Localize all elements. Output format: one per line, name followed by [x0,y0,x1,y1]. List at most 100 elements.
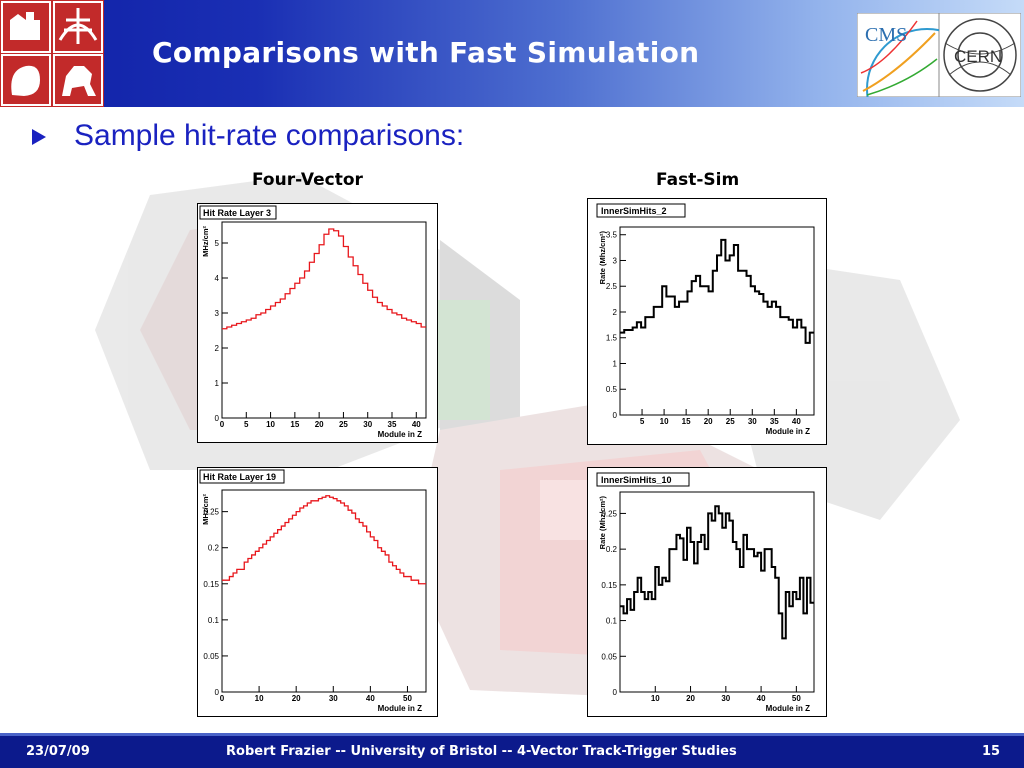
x-tick-label: 20 [292,694,301,703]
y-tick-label: 0.1 [606,617,618,626]
y-tick-label: 3 [613,256,618,265]
histogram-series-line [620,238,814,344]
y-axis-label: MHz/cm² [201,226,210,257]
y-tick-label: 1.5 [606,334,618,343]
x-axis-label: Module in Z [378,704,423,713]
y-tick-label: 0.5 [606,385,618,394]
x-tick-label: 20 [686,694,695,703]
y-tick-label: 0 [215,414,220,423]
chart-panel-innersimhits-2: InnerSimHits_2 0 0.5 1 1.5 2 2.5 3 3.5 5 10 15 20 25 3… [587,198,827,445]
y-tick-label: 2.5 [606,282,618,291]
histogram-svg: InnerSimHits_10 0 0.05 0.1 0.15 0.2 0.25 10 20 30… [596,472,815,713]
chart-panel-hit-rate-layer-3: Hit Rate Layer 3 0 1 2 3 4 5 0 5 10 15 20 25 30 35 40 Mo… [197,203,438,443]
chart-title: Hit Rate Layer 3 [203,208,271,218]
x-tick-label: 10 [660,417,669,426]
cms-logo: CMS [857,13,939,97]
x-tick-label: 30 [748,417,757,426]
x-tick-label: 25 [726,417,735,426]
chart-panel-hit-rate-layer-19: Hit Rate Layer 19 0 0.05 0.1 0.15 0.2 0.25 0 10 2… [197,467,438,717]
x-tick-label: 35 [770,417,779,426]
footer-bar: 23/07/09 Robert Frazier -- University of… [0,733,1024,768]
y-tick-label: 3 [215,309,220,318]
y-axis-label: Rate (Mhz/cm²) [598,231,607,285]
column-heading-fast-sim: Fast-Sim [656,170,740,190]
header-bar: Comparisons with Fast Simulation CMS CER… [0,0,1024,107]
y-tick-label: 0 [215,688,220,697]
cern-logo-text: CERN [954,47,1002,66]
x-tick-label: 35 [388,420,397,429]
footer-page-number: 15 [982,744,1001,759]
plot-frame [221,221,427,419]
university-crest-logo [0,0,104,107]
chart-title-box [596,472,690,487]
x-tick-label: 40 [366,694,375,703]
y-axis-label: Rate (Mhz/cm²) [598,496,607,550]
footer-text: Robert Frazier -- University of Bristol … [226,744,737,759]
y-tick-label: 4 [215,274,220,283]
cern-logo: CERN [939,13,1021,97]
x-tick-label: 5 [640,417,645,426]
slide-title: Comparisons with Fast Simulation [152,36,700,69]
y-tick-label: 0.05 [203,652,219,661]
x-tick-label: 0 [220,420,225,429]
x-tick-label: 10 [266,420,275,429]
chart-title: InnerSimHits_2 [601,206,667,216]
x-tick-label: 50 [403,694,412,703]
plot-frame [221,489,427,693]
chart-title-box [199,205,277,220]
histogram-svg: Hit Rate Layer 19 0 0.05 0.1 0.15 0.2 0.25 0 10 2… [199,469,427,713]
y-tick-label: 0.2 [606,545,618,554]
chart-title-box [596,203,686,218]
plot-frame [619,491,815,693]
y-tick-label: 0 [613,411,618,420]
x-tick-label: 15 [682,417,691,426]
x-tick-label: 20 [315,420,324,429]
x-tick-label: 25 [339,420,348,429]
plot-frame [619,226,815,416]
cms-logo-text: CMS [865,24,907,46]
x-tick-label: 30 [363,420,372,429]
y-tick-label: 2 [613,308,618,317]
x-tick-label: 40 [757,694,766,703]
histogram-svg: Hit Rate Layer 3 0 1 2 3 4 5 0 5 10 15 20 25 30 35 40Mo… [199,205,427,439]
footer-date: 23/07/09 [26,744,90,759]
y-tick-label: 3.5 [606,231,618,240]
y-tick-label: 0.25 [203,508,219,517]
y-tick-label: 0.15 [601,581,617,590]
y-tick-label: 2 [215,344,220,353]
y-tick-label: 5 [215,239,220,248]
y-tick-label: 1 [215,379,220,388]
chart-title: InnerSimHits_10 [601,475,672,485]
x-tick-label: 10 [651,694,660,703]
histogram-series-line [222,228,426,330]
y-tick-label: 0.2 [208,544,220,553]
x-tick-label: 50 [792,694,801,703]
x-tick-label: 10 [255,694,264,703]
y-axis-label: MHz/cm² [201,494,210,525]
x-tick-label: 40 [792,417,801,426]
y-tick-label: 0.05 [601,652,617,661]
x-axis-label: Module in Z [378,430,423,439]
y-tick-label: 1 [613,359,618,368]
y-tick-label: 0.15 [203,580,219,589]
y-tick-label: 0.25 [601,509,617,518]
y-tick-label: 0 [613,688,618,697]
x-tick-label: 5 [244,420,249,429]
x-tick-label: 30 [721,694,730,703]
chart-title-box [199,469,285,484]
x-axis-label: Module in Z [766,704,811,713]
x-tick-label: 40 [412,420,421,429]
histogram-series-line [222,495,426,585]
y-tick-label: 0.1 [208,616,220,625]
bullet-arrow-icon [32,129,46,145]
chart-panel-innersimhits-10: InnerSimHits_10 0 0.05 0.1 0.15 0.2 0.25 10 20 30… [587,467,827,717]
x-tick-label: 30 [329,694,338,703]
x-axis-label: Module in Z [766,427,811,436]
histogram-svg: InnerSimHits_2 0 0.5 1 1.5 2 2.5 3 3.5 5 10 15 20 25 3… [596,203,815,436]
x-tick-label: 20 [704,417,713,426]
chart-title: Hit Rate Layer 19 [203,472,276,482]
bullet-text: Sample hit-rate comparisons: [74,119,465,152]
x-tick-label: 0 [220,694,225,703]
histogram-series-line [620,505,814,640]
